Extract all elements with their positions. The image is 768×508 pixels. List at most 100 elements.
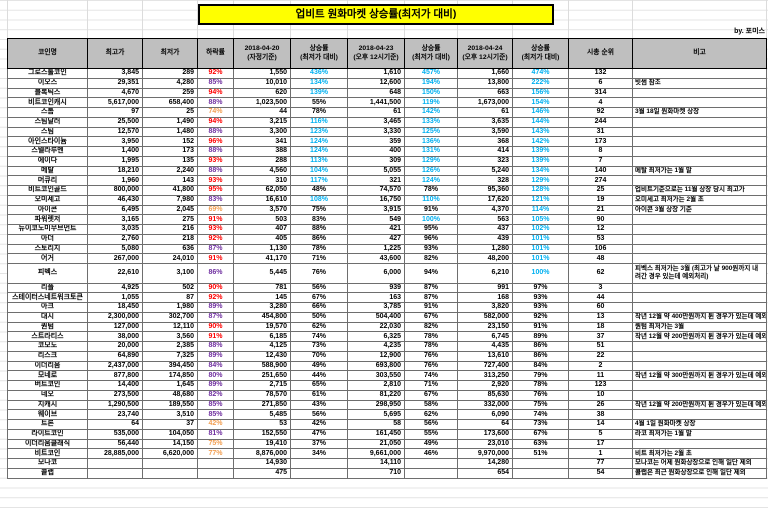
cell-high[interactable]: 25,500 — [87, 116, 143, 128]
cell-drop[interactable]: 88% — [197, 97, 234, 108]
cell-p1[interactable]: 3,570 — [233, 204, 291, 216]
cell-note[interactable] — [632, 409, 767, 420]
cell-name[interactable]: 비트코인 — [7, 448, 88, 459]
cell-drop[interactable]: 77% — [197, 448, 234, 459]
header-rank[interactable]: 시총 순위 — [568, 38, 633, 69]
cell-name[interactable]: 아이콘 — [7, 204, 88, 216]
cell-p1[interactable]: 503 — [233, 214, 291, 225]
cell-r2[interactable]: 194% — [404, 77, 458, 89]
cell-note[interactable] — [632, 68, 767, 79]
cell-p2[interactable]: 6,325 — [347, 331, 405, 342]
cell-rank[interactable]: 4 — [568, 97, 633, 108]
cell-drop[interactable]: 93% — [197, 224, 234, 235]
cell-rank[interactable]: 19 — [568, 194, 633, 206]
cell-note[interactable]: 피벡스 최저가는 3월 (최고가 날 900원까지 내려간 경우 있는데 예외처… — [632, 263, 767, 284]
cell-rank[interactable]: 90 — [568, 214, 633, 225]
cell-p2[interactable]: 939 — [347, 282, 405, 294]
cell-p2[interactable]: 163 — [347, 292, 405, 303]
cell-p1[interactable]: 2,715 — [233, 380, 291, 391]
cell-low[interactable]: 25 — [142, 107, 198, 118]
cell-drop[interactable]: 89% — [197, 380, 234, 391]
cell-rank[interactable]: 44 — [568, 292, 633, 303]
cell-drop[interactable]: 95% — [197, 185, 234, 196]
cell-p1[interactable]: 1,130 — [233, 243, 291, 255]
cell-r3[interactable]: 101% — [512, 233, 569, 245]
cell-p2[interactable]: 1,610 — [347, 68, 405, 79]
cell-p2[interactable]: 549 — [347, 214, 405, 225]
cell-rank[interactable]: 38 — [568, 409, 633, 420]
cell-p1[interactable]: 62,050 — [233, 185, 291, 196]
cell-p2[interactable]: 298,950 — [347, 399, 405, 411]
cell-r3[interactable]: 156% — [512, 87, 569, 99]
cell-r3[interactable]: 121% — [512, 194, 569, 206]
cell-low[interactable]: 7,980 — [142, 194, 198, 206]
cell-note[interactable]: 모나코는 어제 원화상장으로 인해 일단 제외 — [632, 458, 767, 469]
cell-p1[interactable]: 251,650 — [233, 370, 291, 381]
cell-r2[interactable]: 100% — [404, 214, 458, 225]
cell-low[interactable]: 3,560 — [142, 331, 198, 342]
cell-low[interactable]: 189,550 — [142, 399, 198, 411]
cell-r1[interactable]: 49% — [290, 360, 348, 372]
cell-p1[interactable]: 6,185 — [233, 331, 291, 342]
cell-r1[interactable]: 67% — [290, 292, 348, 303]
cell-rank[interactable]: 8 — [568, 146, 633, 157]
cell-p3[interactable]: 3,635 — [457, 116, 513, 128]
cell-high[interactable]: 127,000 — [87, 321, 143, 333]
cell-p2[interactable]: 4,235 — [347, 341, 405, 352]
cell-p1[interactable]: 310 — [233, 175, 291, 186]
cell-r1[interactable]: 70% — [290, 350, 348, 362]
cell-p2[interactable]: 12,600 — [347, 77, 405, 89]
cell-p2[interactable]: 359 — [347, 136, 405, 147]
cell-r3[interactable]: 474% — [512, 68, 569, 79]
cell-name[interactable]: 어거 — [7, 253, 88, 264]
cell-p1[interactable]: 10,010 — [233, 77, 291, 89]
cell-p3[interactable]: 95,360 — [457, 185, 513, 196]
cell-high[interactable]: 1,400 — [87, 146, 143, 157]
cell-rank[interactable]: 11 — [568, 370, 633, 381]
cell-p2[interactable]: 303,550 — [347, 370, 405, 381]
cell-high[interactable]: 29,351 — [87, 77, 143, 89]
cell-r2[interactable]: 133% — [404, 116, 458, 128]
cell-low[interactable]: 2,240 — [142, 165, 198, 177]
cell-name[interactable]: 아크 — [7, 302, 88, 313]
cell-note[interactable] — [632, 136, 767, 147]
cell-p1[interactable]: 1,023,500 — [233, 97, 291, 108]
cell-high[interactable]: 3,035 — [87, 224, 143, 235]
cell-drop[interactable]: 85% — [197, 77, 234, 89]
cell-drop[interactable]: 82% — [197, 389, 234, 401]
cell-low[interactable]: 216 — [142, 224, 198, 235]
cell-rank[interactable]: 132 — [568, 68, 633, 79]
cell-drop[interactable]: 85% — [197, 399, 234, 411]
cell-r2[interactable]: 125% — [404, 126, 458, 138]
cell-high[interactable]: 22,610 — [87, 263, 143, 284]
cell-rank[interactable]: 54 — [568, 467, 633, 479]
cell-r2[interactable]: 124% — [404, 175, 458, 186]
cell-note[interactable] — [632, 233, 767, 245]
cell-high[interactable]: 267,000 — [87, 253, 143, 264]
cell-low[interactable]: 394,450 — [142, 360, 198, 372]
cell-r1[interactable]: 86% — [290, 233, 348, 245]
cell-r2[interactable]: 74% — [404, 370, 458, 381]
cell-r1[interactable]: 37% — [290, 438, 348, 450]
cell-rank[interactable]: 10 — [568, 389, 633, 401]
cell-drop[interactable] — [197, 458, 234, 469]
cell-p3[interactable]: 439 — [457, 233, 513, 245]
cell-note[interactable]: 빗썸 참조 — [632, 77, 767, 89]
cell-p2[interactable]: 427 — [347, 233, 405, 245]
cell-note[interactable]: 비트 최저가는 2월 초 — [632, 448, 767, 459]
cell-drop[interactable]: 90% — [197, 321, 234, 333]
cell-rank[interactable]: 7 — [568, 155, 633, 167]
cell-r1[interactable] — [290, 458, 348, 469]
cell-name[interactable]: 그로스톨코인 — [7, 68, 88, 79]
cell-low[interactable]: 7,325 — [142, 350, 198, 362]
cell-r1[interactable]: 78% — [290, 107, 348, 118]
cell-p3[interactable]: 332,000 — [457, 399, 513, 411]
cell-high[interactable]: 20,000 — [87, 341, 143, 352]
cell-p1[interactable]: 8,876,000 — [233, 448, 291, 459]
cell-p1[interactable]: 588,900 — [233, 360, 291, 372]
cell-p1[interactable]: 152,550 — [233, 428, 291, 440]
cell-p2[interactable]: 504,400 — [347, 311, 405, 323]
cell-high[interactable]: 6,495 — [87, 204, 143, 216]
cell-p3[interactable]: 48,200 — [457, 253, 513, 264]
cell-r2[interactable]: 67% — [404, 389, 458, 401]
